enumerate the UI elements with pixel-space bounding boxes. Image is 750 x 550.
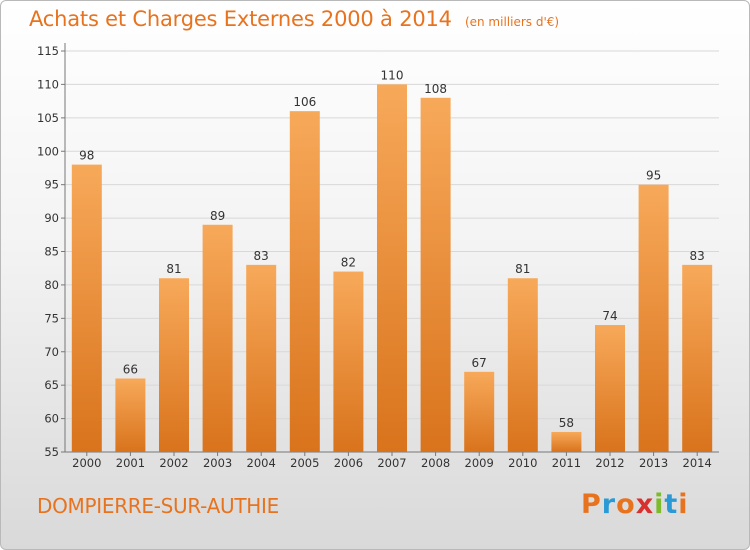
- x-tick-label-2010: 2010: [508, 456, 537, 470]
- bar-2006: [333, 271, 364, 452]
- bar-2003: [202, 224, 233, 452]
- y-tick-label: 85: [44, 245, 59, 259]
- y-tick-label: 115: [37, 44, 59, 58]
- chart-subtitle: (en milliers d'€): [464, 15, 560, 29]
- title-row: Achats et Charges Externes 2000 à 2014 (…: [29, 7, 559, 31]
- y-tick-label: 70: [44, 345, 59, 359]
- bar-2000: [71, 164, 102, 452]
- bar-2002: [159, 278, 189, 452]
- y-tick-label: 75: [44, 311, 59, 325]
- axis-layer: 55 60 65 70 75 80 85 90 95 100 105 110 115 2000 2001 20…: [37, 43, 719, 470]
- value-label-2003: 89: [210, 209, 225, 223]
- logo-letter: r: [601, 489, 617, 520]
- logo-letter: x: [635, 489, 655, 520]
- bar-2011: [551, 431, 582, 452]
- value-label-2012: 74: [602, 309, 617, 323]
- value-label-2002: 81: [166, 262, 181, 276]
- value-label-2010: 81: [515, 262, 530, 276]
- logo-letter: i: [678, 489, 689, 520]
- x-tick-label-2005: 2005: [290, 456, 319, 470]
- logo-letter: P: [581, 489, 602, 520]
- x-tick-label-2002: 2002: [159, 456, 188, 470]
- y-tick-label: 60: [44, 412, 59, 426]
- x-tick-label-2013: 2013: [639, 456, 668, 470]
- value-label-2005: 106: [293, 95, 316, 109]
- value-label-2008: 108: [424, 82, 447, 96]
- y-tick-label: 95: [44, 178, 59, 192]
- value-label-2006: 82: [341, 256, 356, 270]
- bar-2014: [682, 264, 713, 452]
- bar-2012: [595, 325, 625, 452]
- bar-2009: [464, 371, 495, 452]
- x-tick-label-2012: 2012: [595, 456, 624, 470]
- x-tick-label-2007: 2007: [377, 456, 406, 470]
- bar-2010: [507, 278, 538, 452]
- label-layer: 98 66 81 89 83 106 82 110 108 67 81 58 74 95 83: [79, 68, 705, 430]
- bar-2004: [246, 264, 277, 452]
- bar-2001: [115, 378, 146, 452]
- town-name: DOMPIERRE-SUR-AUTHIE: [37, 494, 279, 518]
- y-tick-label: 100: [37, 144, 59, 158]
- bar-2007: [377, 84, 407, 453]
- value-label-2004: 83: [254, 249, 269, 263]
- bar-2013: [638, 184, 669, 452]
- logo-letter: o: [616, 489, 636, 520]
- value-label-2014: 83: [690, 249, 705, 263]
- x-tick-label-2011: 2011: [552, 456, 581, 470]
- bar-2008: [420, 97, 451, 453]
- logo-letter: i: [654, 489, 665, 520]
- x-tick-label-2001: 2001: [116, 456, 145, 470]
- chart-title: Achats et Charges Externes 2000 à 2014: [29, 7, 452, 31]
- x-tick-label-2004: 2004: [247, 456, 276, 470]
- value-label-2007: 110: [381, 68, 404, 82]
- bar-2005: [289, 111, 320, 453]
- x-tick-label-2006: 2006: [334, 456, 363, 470]
- value-label-2013: 95: [646, 169, 661, 183]
- value-label-2000: 98: [79, 149, 94, 163]
- x-tick-label-2003: 2003: [203, 456, 232, 470]
- x-tick-label-2000: 2000: [72, 456, 101, 470]
- proxiti-logo[interactable]: Proxiti: [581, 489, 689, 520]
- logo-letter: t: [664, 489, 679, 520]
- x-tick-label-2014: 2014: [683, 456, 712, 470]
- y-tick-label: 80: [44, 278, 59, 292]
- value-label-2009: 67: [472, 356, 487, 370]
- y-tick-label: 55: [44, 445, 59, 459]
- y-tick-label: 110: [37, 77, 59, 91]
- value-label-2001: 66: [123, 362, 138, 376]
- value-label-2011: 58: [559, 416, 574, 430]
- x-tick-label-2009: 2009: [465, 456, 494, 470]
- x-tick-label-2008: 2008: [421, 456, 450, 470]
- y-tick-label: 105: [37, 111, 59, 125]
- bar-layer: [71, 84, 713, 453]
- y-tick-label: 65: [44, 378, 59, 392]
- y-tick-label: 90: [44, 211, 59, 225]
